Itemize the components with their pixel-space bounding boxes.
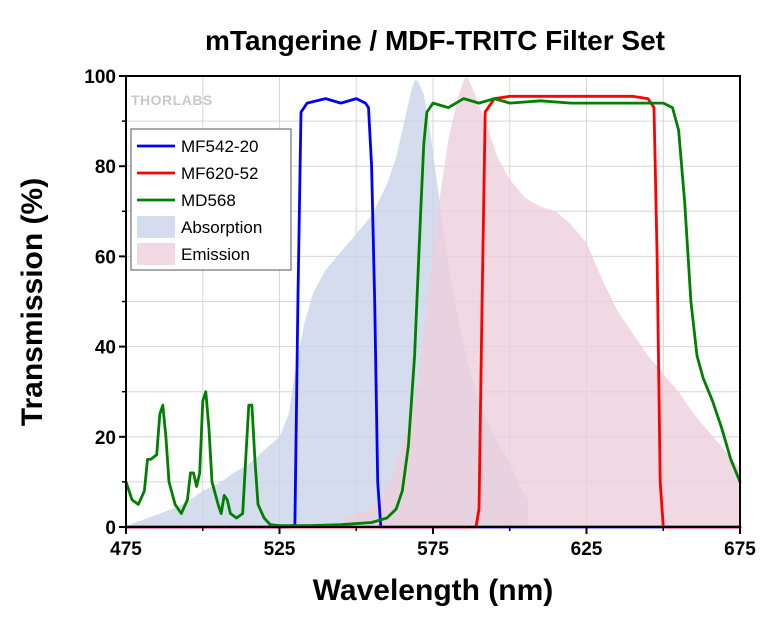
legend-label-emission: Emission	[181, 245, 250, 264]
x-tick-label: 625	[571, 539, 603, 560]
legend: MF542-20 MF620-52 MD568 Absorption Emission	[130, 128, 292, 271]
y-tick-label: 60	[95, 247, 116, 268]
x-tick-label: 675	[724, 539, 756, 560]
x-tick-label: 525	[264, 539, 296, 560]
y-tick-label: 80	[95, 157, 116, 178]
legend-label-absorption: Absorption	[181, 218, 262, 237]
legend-label-mf620-52: MF620-52	[181, 164, 258, 183]
x-axis-title: Wavelength (nm)	[313, 574, 554, 607]
y-tick-label: 0	[105, 518, 116, 539]
plot-area: THORLABS 475 525 575 625 675 0 20 40 60 80 100 MF542…	[84, 67, 756, 560]
thorlabs-logo: THORLABS	[131, 92, 213, 108]
legend-label-md568: MD568	[181, 191, 236, 210]
y-axis-title: Transmission (%)	[16, 178, 49, 426]
x-tick-label: 475	[110, 539, 142, 560]
area-emission	[344, 76, 740, 527]
series-line-md568	[124, 97, 742, 527]
series-line-mf620-52	[124, 94, 742, 529]
legend-label-mf542-20: MF542-20	[181, 137, 258, 156]
chart-title: mTangerine / MDF-TRITC Filter Set	[205, 25, 665, 56]
y-tick-label: 100	[84, 67, 116, 88]
y-tick-label: 40	[95, 338, 116, 359]
legend-swatch-emission	[137, 243, 175, 265]
series-line-mf542-20	[124, 97, 742, 529]
y-tick-label: 20	[95, 428, 116, 449]
x-tick-label: 575	[417, 539, 449, 560]
legend-swatch-absorption	[137, 216, 175, 238]
